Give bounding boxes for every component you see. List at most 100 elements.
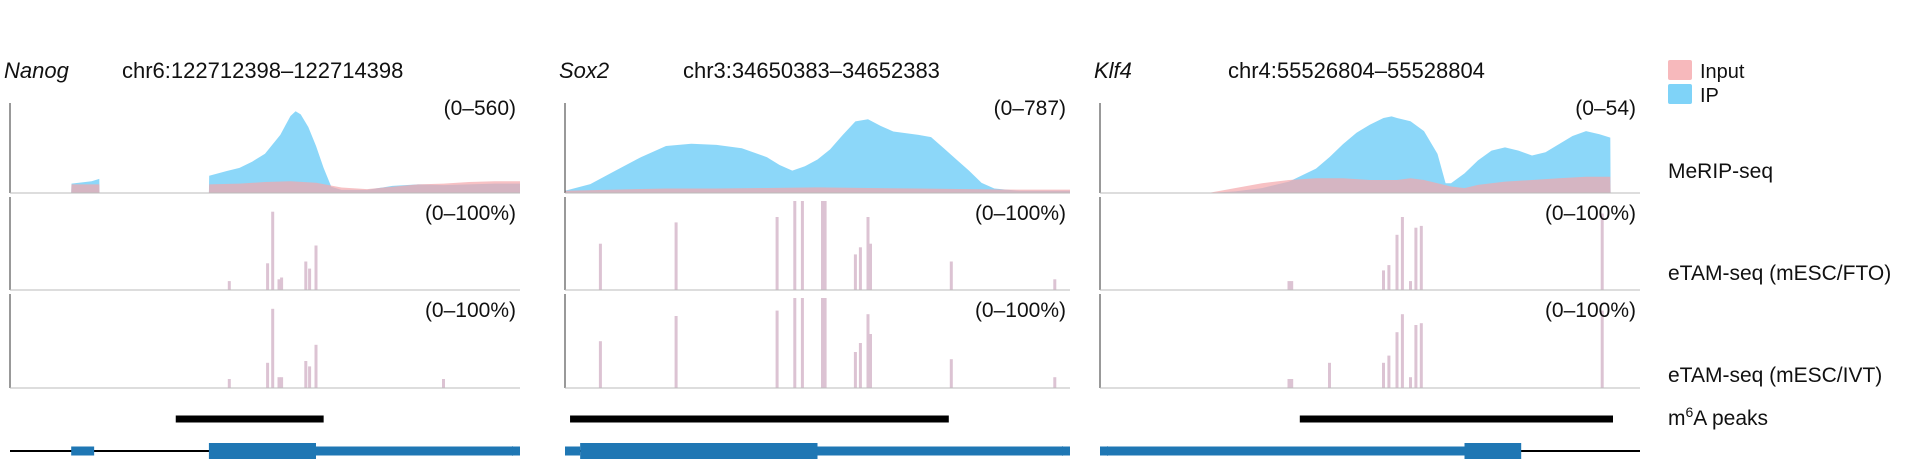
locus-label: chr3:34650383–34652383 <box>683 58 940 83</box>
etam-ivt-site-bar <box>1409 377 1412 388</box>
etam-fto-site-bar <box>308 268 312 290</box>
gene-cds-block <box>1464 443 1522 459</box>
etam-fto-site-bar <box>280 277 284 290</box>
track-labels: MeRIP-seq eTAM-seq (mESC/FTO) eTAM-seq (… <box>1668 160 1891 430</box>
track-label-merip: MeRIP-seq <box>1668 160 1773 183</box>
etam-ivt-range-label: (0–100%) <box>975 299 1066 322</box>
etam-fto-site-bar <box>800 201 804 290</box>
etam-ivt-site-bar <box>869 334 872 388</box>
gene-name: Nanog <box>4 58 70 83</box>
etam-ivt-site-bar <box>1600 310 1604 388</box>
etam-fto-site-bar <box>858 247 862 290</box>
etam-ivt-site-bar <box>266 362 270 388</box>
etam-fto-site-bar <box>1382 270 1385 290</box>
panel-klf4: Klf4 chr4:55526804–55528804 (0–54) (0–100%)… <box>1094 58 1640 459</box>
etam-ivt-site-bar <box>308 366 312 388</box>
legend-label-input: Input <box>1700 61 1745 83</box>
etam-ivt-site-bar <box>775 310 779 388</box>
etam-fto-range-label: (0–100%) <box>975 202 1066 225</box>
track-label-etam-ivt: eTAM-seq (mESC/IVT) <box>1668 364 1882 387</box>
etam-ivt-site-bar <box>314 344 318 388</box>
etam-fto-site-bar <box>1414 227 1418 290</box>
m6a-label-m: m <box>1668 407 1686 430</box>
gene-utr-block <box>316 446 520 456</box>
merip-input-area <box>10 181 520 193</box>
etam-fto-site-bar <box>1600 213 1604 290</box>
merip-input-area <box>565 187 1070 193</box>
locus-label: chr6:122712398–122714398 <box>122 58 403 83</box>
etam-fto-site-bar <box>674 222 678 290</box>
etam-fto-site-bar <box>866 217 870 290</box>
etam-fto-site-bar <box>823 201 827 290</box>
etam-ivt-site-bar <box>1400 314 1404 388</box>
merip-input-area <box>1100 176 1640 193</box>
etam-ivt-site-bar <box>1395 332 1399 388</box>
etam-fto-range-label: (0–100%) <box>425 202 516 225</box>
etam-ivt-site-bar <box>277 377 281 388</box>
etam-ivt-range-label: (0–100%) <box>425 299 516 322</box>
etam-fto-site-bar <box>1290 281 1294 290</box>
etam-ivt-site-bar <box>1414 325 1418 388</box>
gene-utr-block <box>1100 446 1465 456</box>
etam-ivt-site-bar <box>866 314 870 388</box>
etam-fto-site-bar <box>821 201 824 290</box>
etam-fto-site-bar <box>598 243 602 290</box>
strand-arrow-icon <box>512 446 520 456</box>
m6a-peak-bar <box>175 415 324 423</box>
m6a-peak-bar <box>1299 415 1613 423</box>
etam-ivt-site-bar <box>1419 323 1423 388</box>
etam-ivt-site-bar <box>227 379 231 388</box>
etam-ivt-site-bar <box>304 361 308 388</box>
m6a-label-a-peaks: A peaks <box>1693 407 1768 430</box>
etam-ivt-range-label: (0–100%) <box>1545 299 1636 322</box>
etam-ivt-site-bar <box>674 316 678 388</box>
merip-ip-area <box>565 119 1070 193</box>
gene-name: Sox2 <box>559 58 609 83</box>
etam-ivt-site-bar <box>823 298 827 388</box>
etam-ivt-site-bar <box>821 298 824 388</box>
gene-name: Klf4 <box>1094 58 1132 83</box>
etam-ivt-site-bar <box>1387 355 1391 388</box>
etam-ivt-site-bar <box>280 377 284 388</box>
etam-fto-site-bar <box>949 261 953 290</box>
etam-fto-site-bar <box>1419 225 1423 290</box>
track-label-etam-fto: eTAM-seq (mESC/FTO) <box>1668 262 1891 285</box>
etam-fto-site-bar <box>1395 234 1399 290</box>
track-label-m6a-peaks: m6A peaks <box>1668 404 1768 430</box>
etam-fto-site-bar <box>793 201 797 290</box>
legend-swatch-input <box>1668 60 1692 80</box>
etam-fto-range-label: (0–100%) <box>1545 202 1636 225</box>
legend: Input IP <box>1668 60 1745 107</box>
etam-fto-site-bar <box>227 281 231 290</box>
etam-ivt-site-bar <box>853 352 857 388</box>
etam-fto-site-bar <box>1400 217 1404 290</box>
panel-nanog: Nanog chr6:122712398–122714398 (0–560) (0–1… <box>4 58 520 459</box>
gene-utr-block <box>565 446 581 456</box>
etam-ivt-site-bar <box>793 298 797 388</box>
etam-ivt-site-bar <box>858 343 862 388</box>
etam-ivt-site-bar <box>1053 377 1057 388</box>
etam-fto-site-bar <box>775 217 779 290</box>
legend-label-ip: IP <box>1700 85 1719 107</box>
etam-ivt-site-bar <box>442 379 445 388</box>
gene-utr-block <box>817 446 1070 456</box>
etam-fto-site-bar <box>304 261 308 290</box>
etam-fto-site-bar <box>1287 281 1291 290</box>
etam-fto-site-bar <box>1387 265 1391 290</box>
panel-sox2: Sox2 chr3:34650383–34652383 (0–787) (0–100%… <box>559 58 1070 459</box>
etam-fto-site-bar <box>1409 281 1412 290</box>
etam-ivt-site-bar <box>949 359 953 388</box>
legend-swatch-ip <box>1668 84 1692 104</box>
gene-cds-block <box>208 443 316 459</box>
merip-range-label: (0–787) <box>994 97 1066 120</box>
etam-fto-site-bar <box>266 263 270 290</box>
etam-ivt-site-bar <box>1290 379 1294 388</box>
merip-range-label: (0–54) <box>1575 97 1636 120</box>
merip-ip-area <box>1100 116 1640 193</box>
strand-arrow-icon <box>1100 446 1108 456</box>
etam-ivt-site-bar <box>800 298 804 388</box>
strand-arrow-icon <box>1062 446 1070 456</box>
locus-label: chr4:55526804–55528804 <box>1228 58 1485 83</box>
etam-fto-site-bar <box>314 245 318 290</box>
